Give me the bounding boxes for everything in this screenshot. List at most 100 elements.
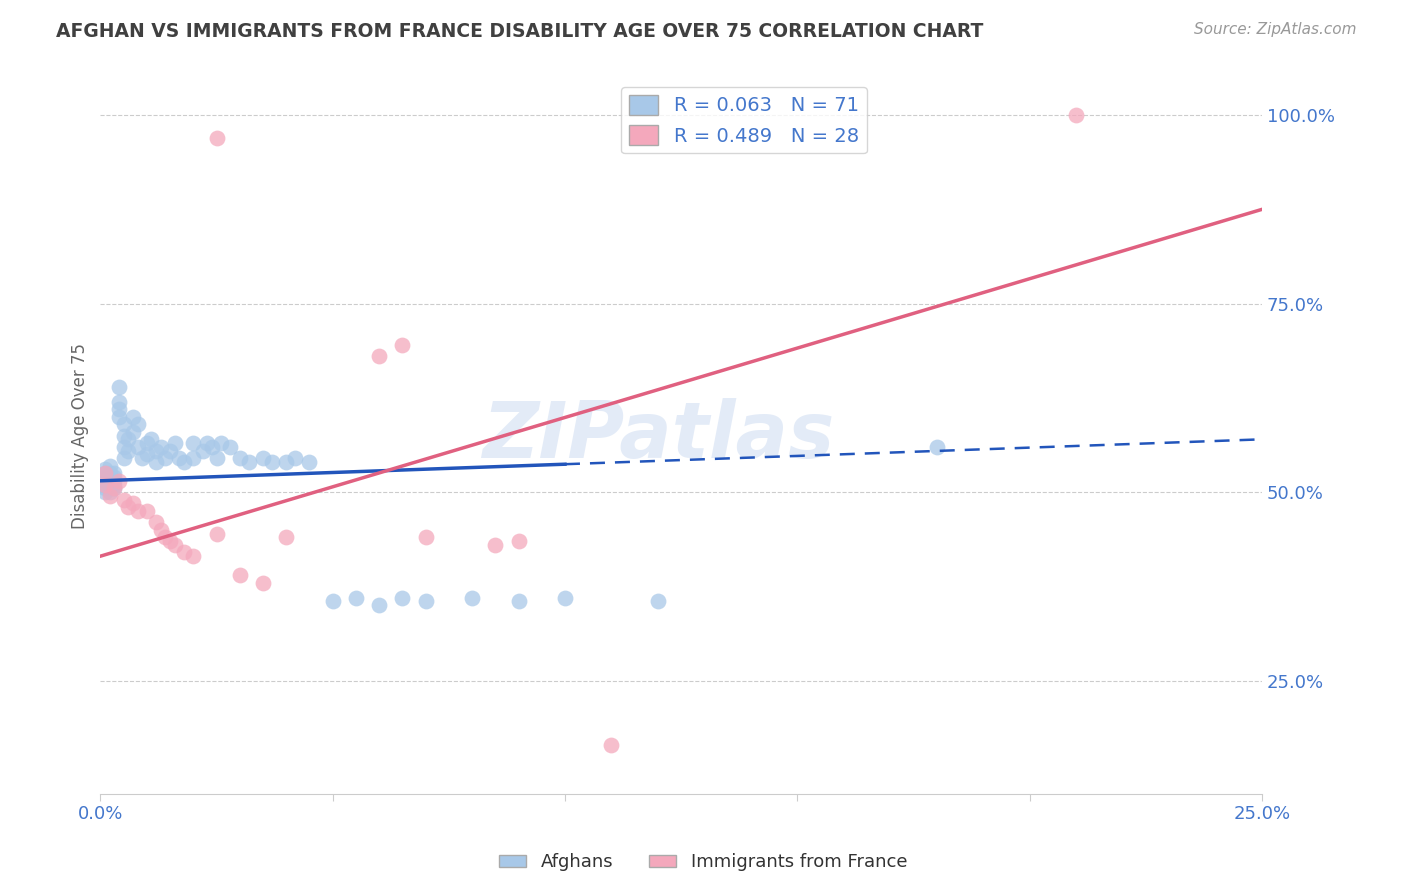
- Point: [508, 594, 530, 608]
- Point: [484, 538, 506, 552]
- Point: [219, 440, 242, 454]
- Point: [103, 474, 125, 488]
- Point: [94, 481, 117, 495]
- Point: [98, 481, 121, 495]
- Point: [117, 433, 139, 447]
- Point: [647, 594, 669, 608]
- Point: [103, 481, 125, 495]
- Point: [508, 534, 530, 549]
- Point: [127, 504, 149, 518]
- Point: [461, 591, 484, 605]
- Point: [135, 447, 157, 461]
- Point: [98, 470, 121, 484]
- Point: [149, 440, 172, 454]
- Legend: R = 0.063   N = 71, R = 0.489   N = 28: R = 0.063 N = 71, R = 0.489 N = 28: [621, 87, 866, 153]
- Point: [108, 379, 131, 393]
- Point: [103, 477, 125, 491]
- Point: [205, 526, 228, 541]
- Point: [173, 545, 195, 559]
- Point: [103, 470, 125, 484]
- Point: [209, 436, 232, 450]
- Point: [252, 451, 274, 466]
- Point: [112, 417, 135, 432]
- Point: [276, 455, 298, 469]
- Point: [94, 477, 117, 491]
- Point: [201, 440, 224, 454]
- Point: [205, 451, 228, 466]
- Point: [159, 534, 181, 549]
- Point: [141, 433, 163, 447]
- Point: [103, 481, 125, 495]
- Point: [98, 474, 121, 488]
- Point: [163, 538, 186, 552]
- Point: [169, 451, 191, 466]
- Point: [600, 738, 623, 752]
- Point: [135, 436, 157, 450]
- Point: [131, 451, 153, 466]
- Text: ZIPatlas: ZIPatlas: [482, 398, 834, 474]
- Text: Source: ZipAtlas.com: Source: ZipAtlas.com: [1194, 22, 1357, 37]
- Point: [122, 409, 145, 424]
- Point: [181, 451, 204, 466]
- Legend: Afghans, Immigrants from France: Afghans, Immigrants from France: [492, 847, 914, 879]
- Point: [112, 492, 135, 507]
- Point: [554, 591, 576, 605]
- Point: [252, 575, 274, 590]
- Point: [127, 417, 149, 432]
- Point: [94, 485, 117, 500]
- Point: [94, 467, 117, 481]
- Point: [262, 455, 284, 469]
- Point: [229, 568, 252, 582]
- Point: [112, 440, 135, 454]
- Point: [108, 474, 131, 488]
- Point: [238, 455, 260, 469]
- Text: AFGHAN VS IMMIGRANTS FROM FRANCE DISABILITY AGE OVER 75 CORRELATION CHART: AFGHAN VS IMMIGRANTS FROM FRANCE DISABIL…: [56, 22, 984, 41]
- Point: [122, 496, 145, 510]
- Point: [163, 436, 186, 450]
- Point: [108, 409, 131, 424]
- Point: [117, 443, 139, 458]
- Point: [415, 594, 437, 608]
- Point: [98, 489, 121, 503]
- Point: [112, 451, 135, 466]
- Point: [391, 591, 413, 605]
- Point: [94, 477, 117, 491]
- Point: [195, 436, 218, 450]
- Point: [276, 530, 298, 544]
- Point: [173, 455, 195, 469]
- Point: [112, 428, 135, 442]
- Point: [191, 443, 214, 458]
- Point: [98, 485, 121, 500]
- Point: [155, 451, 177, 466]
- Point: [145, 443, 167, 458]
- Point: [98, 477, 121, 491]
- Point: [284, 451, 307, 466]
- Point: [368, 350, 391, 364]
- Point: [145, 455, 167, 469]
- Point: [127, 440, 149, 454]
- Point: [368, 598, 391, 612]
- Point: [108, 402, 131, 417]
- Point: [181, 549, 204, 564]
- Point: [145, 515, 167, 529]
- Point: [135, 504, 157, 518]
- Point: [205, 130, 228, 145]
- Point: [344, 591, 367, 605]
- Point: [298, 455, 321, 469]
- Point: [94, 462, 117, 476]
- Point: [94, 470, 117, 484]
- Point: [149, 523, 172, 537]
- Point: [181, 436, 204, 450]
- Point: [1064, 108, 1087, 122]
- Point: [94, 467, 117, 481]
- Point: [94, 474, 117, 488]
- Point: [98, 474, 121, 488]
- Point: [415, 530, 437, 544]
- Point: [391, 338, 413, 352]
- Point: [103, 467, 125, 481]
- Point: [122, 425, 145, 439]
- Point: [98, 458, 121, 473]
- Point: [98, 467, 121, 481]
- Point: [155, 530, 177, 544]
- Point: [925, 440, 948, 454]
